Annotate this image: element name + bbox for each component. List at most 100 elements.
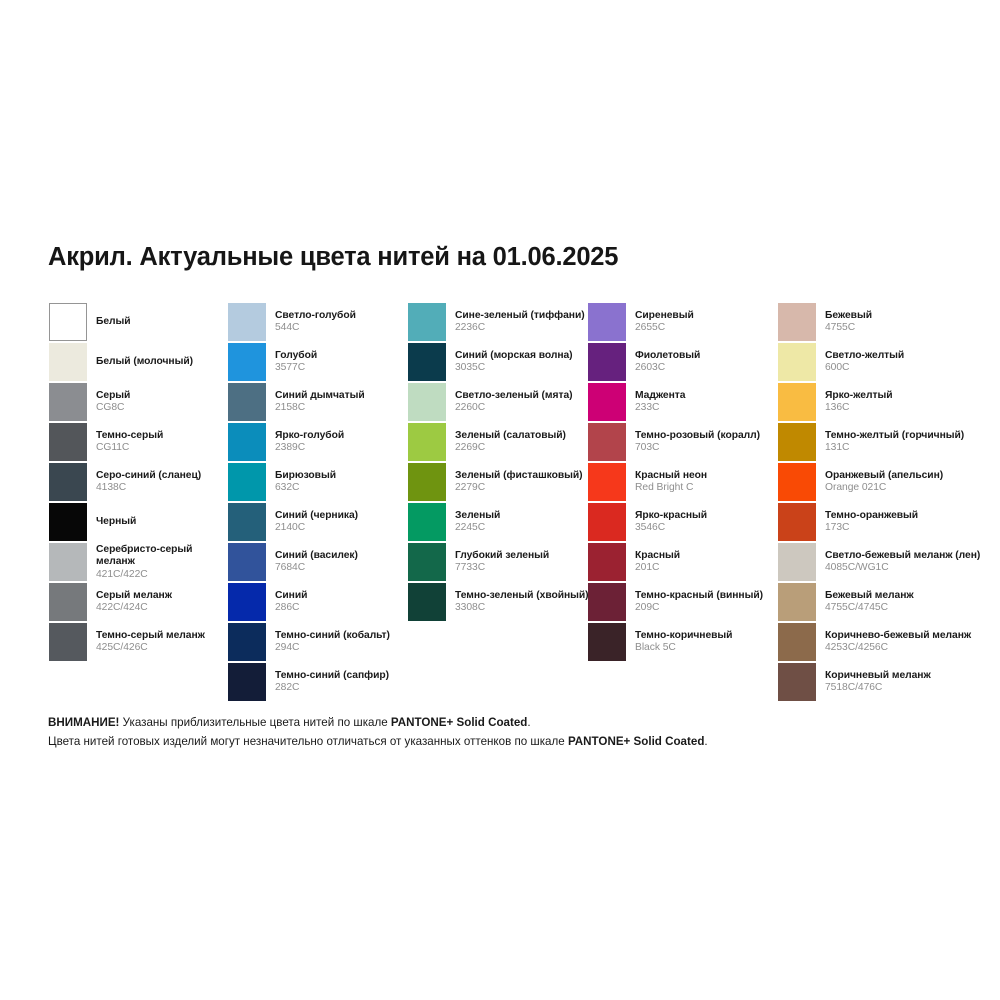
swatch-row[interactable]: Глубокий зеленый 7733C bbox=[408, 543, 586, 583]
swatch-row[interactable]: Зеленый 2245C bbox=[408, 503, 586, 543]
color-swatch[interactable] bbox=[778, 463, 816, 501]
swatch-text-block: Сиреневый 2655C bbox=[635, 310, 795, 335]
color-swatch[interactable] bbox=[228, 623, 266, 661]
swatch-row[interactable]: Синий дымчатый 2158C bbox=[228, 383, 406, 423]
color-swatch[interactable] bbox=[49, 383, 87, 421]
swatch-row[interactable]: Синий (черника) 2140C bbox=[228, 503, 406, 543]
color-swatch[interactable] bbox=[228, 383, 266, 421]
swatch-row[interactable]: Оранжевый (апельсин) Orange 021C bbox=[778, 463, 993, 503]
swatch-row[interactable]: Светло-бежевый меланж (лен) 4085C/WG1C bbox=[778, 543, 993, 583]
swatch-row[interactable]: Темно-серый CG11C bbox=[49, 423, 224, 463]
swatch-row[interactable]: Темно-серый меланж 425C/426C bbox=[49, 623, 224, 663]
color-swatch[interactable] bbox=[778, 543, 816, 581]
color-swatch[interactable] bbox=[228, 463, 266, 501]
color-swatch[interactable] bbox=[778, 423, 816, 461]
color-swatch[interactable] bbox=[588, 463, 626, 501]
color-swatch[interactable] bbox=[408, 463, 446, 501]
swatch-row[interactable]: Коричневый меланж 7518C/476C bbox=[778, 663, 993, 703]
color-swatch[interactable] bbox=[408, 503, 446, 541]
swatch-row[interactable]: Синий 286C bbox=[228, 583, 406, 623]
swatch-name: Темно-коричневый bbox=[635, 630, 733, 641]
color-swatch[interactable] bbox=[778, 503, 816, 541]
color-swatch[interactable] bbox=[228, 343, 266, 381]
color-swatch[interactable] bbox=[778, 663, 816, 701]
swatch-row[interactable]: Бирюзовый 632C bbox=[228, 463, 406, 503]
color-swatch[interactable] bbox=[49, 583, 87, 621]
swatch-row[interactable]: Маджента 233C bbox=[588, 383, 776, 423]
color-swatch[interactable] bbox=[778, 343, 816, 381]
swatch-name: Синий (черника) bbox=[275, 510, 359, 521]
color-swatch[interactable] bbox=[408, 583, 446, 621]
color-swatch[interactable] bbox=[588, 543, 626, 581]
color-swatch[interactable] bbox=[588, 423, 626, 461]
swatch-row[interactable]: Красный 201C bbox=[588, 543, 776, 583]
swatch-row[interactable]: Сиреневый 2655C bbox=[588, 303, 776, 343]
swatch-row[interactable]: Черный bbox=[49, 503, 224, 543]
swatch-row[interactable]: Белый (молочный) bbox=[49, 343, 224, 383]
swatch-row[interactable]: Бежевый 4755C bbox=[778, 303, 993, 343]
swatch-row[interactable]: Светло-голубой 544C bbox=[228, 303, 406, 343]
swatch-name: Сиреневый bbox=[635, 310, 694, 321]
color-swatch[interactable] bbox=[588, 503, 626, 541]
color-swatch[interactable] bbox=[408, 423, 446, 461]
color-swatch[interactable] bbox=[408, 343, 446, 381]
swatch-row[interactable]: Коричнево-бежевый меланж 4253C/4256C bbox=[778, 623, 993, 663]
swatch-row[interactable]: Бежевый меланж 4755C/4745C bbox=[778, 583, 993, 623]
color-swatch[interactable] bbox=[408, 543, 446, 581]
swatch-row[interactable]: Голубой 3577C bbox=[228, 343, 406, 383]
color-swatch[interactable] bbox=[228, 303, 266, 341]
color-swatch[interactable] bbox=[49, 503, 87, 541]
color-swatch[interactable] bbox=[228, 423, 266, 461]
swatch-row[interactable]: Темно-зеленый (хвойный) 3308C bbox=[408, 583, 589, 623]
swatch-row[interactable]: Темно-синий (кобальт) 294C bbox=[228, 623, 406, 663]
color-swatch[interactable] bbox=[588, 583, 626, 621]
color-swatch[interactable] bbox=[408, 303, 446, 341]
color-swatch[interactable] bbox=[228, 503, 266, 541]
swatch-row[interactable]: Зеленый (фисташковый) 2279C bbox=[408, 463, 586, 503]
swatch-row[interactable]: Темно-красный (винный) 209C bbox=[588, 583, 776, 623]
color-swatch[interactable] bbox=[49, 543, 87, 581]
swatch-row[interactable]: Темно-коричневый Black 5C bbox=[588, 623, 776, 663]
color-swatch[interactable] bbox=[49, 623, 87, 661]
color-swatch[interactable] bbox=[778, 383, 816, 421]
swatch-row[interactable]: Светло-зеленый (мята) 2260C bbox=[408, 383, 586, 423]
swatch-row[interactable]: Темно-синий (сапфир) 282C bbox=[228, 663, 406, 703]
swatch-row[interactable]: Серый меланж 422C/424C bbox=[49, 583, 224, 623]
color-swatch[interactable] bbox=[49, 343, 87, 381]
swatch-row[interactable]: Серый CG8C bbox=[49, 383, 224, 423]
color-swatch[interactable] bbox=[778, 623, 816, 661]
swatch-row[interactable]: Темно-розовый (коралл) 703C bbox=[588, 423, 776, 463]
color-swatch[interactable] bbox=[588, 623, 626, 661]
swatch-row[interactable]: Ярко-красный 3546C bbox=[588, 503, 776, 543]
color-swatch[interactable] bbox=[228, 663, 266, 701]
swatch-row[interactable]: Темно-желтый (горчичный) 131C bbox=[778, 423, 993, 463]
swatch-row[interactable]: Серо-синий (сланец) 4138C bbox=[49, 463, 224, 503]
color-swatch[interactable] bbox=[588, 383, 626, 421]
swatch-row[interactable]: Темно-оранжевый 173C bbox=[778, 503, 993, 543]
color-swatch[interactable] bbox=[778, 583, 816, 621]
swatch-row[interactable]: Ярко-голубой 2389C bbox=[228, 423, 406, 463]
color-swatch[interactable] bbox=[49, 303, 87, 341]
swatch-row[interactable]: Серебристо-серый меланж 421C/422C bbox=[49, 543, 224, 583]
swatch-row[interactable]: Красный неон Red Bright C bbox=[588, 463, 776, 503]
swatch-pantone-code: 422C/424C bbox=[96, 602, 148, 614]
swatch-row[interactable]: Белый bbox=[49, 303, 224, 343]
color-swatch[interactable] bbox=[408, 383, 446, 421]
swatch-row[interactable]: Фиолетовый 2603C bbox=[588, 343, 776, 383]
swatch-row[interactable]: Ярко-желтый 136C bbox=[778, 383, 993, 423]
swatch-row[interactable]: Синий (василек) 7684C bbox=[228, 543, 406, 583]
swatch-row[interactable]: Синий (морская волна) 3035C bbox=[408, 343, 586, 383]
color-swatch[interactable] bbox=[778, 303, 816, 341]
color-swatch[interactable] bbox=[49, 423, 87, 461]
swatch-text-block: Бежевый меланж 4755C/4745C bbox=[825, 590, 1000, 615]
color-swatch[interactable] bbox=[588, 303, 626, 341]
color-swatch[interactable] bbox=[228, 583, 266, 621]
color-swatch[interactable] bbox=[588, 343, 626, 381]
color-swatch[interactable] bbox=[228, 543, 266, 581]
swatch-row[interactable]: Светло-желтый 600C bbox=[778, 343, 993, 383]
swatch-name: Светло-зеленый (мята) bbox=[455, 390, 573, 401]
swatch-row[interactable]: Сине-зеленый (тиффани) 2236C bbox=[408, 303, 586, 343]
swatch-row[interactable]: Зеленый (салатовый) 2269C bbox=[408, 423, 586, 463]
color-swatch[interactable] bbox=[49, 463, 87, 501]
swatch-pantone-code: 3546C bbox=[635, 522, 666, 534]
